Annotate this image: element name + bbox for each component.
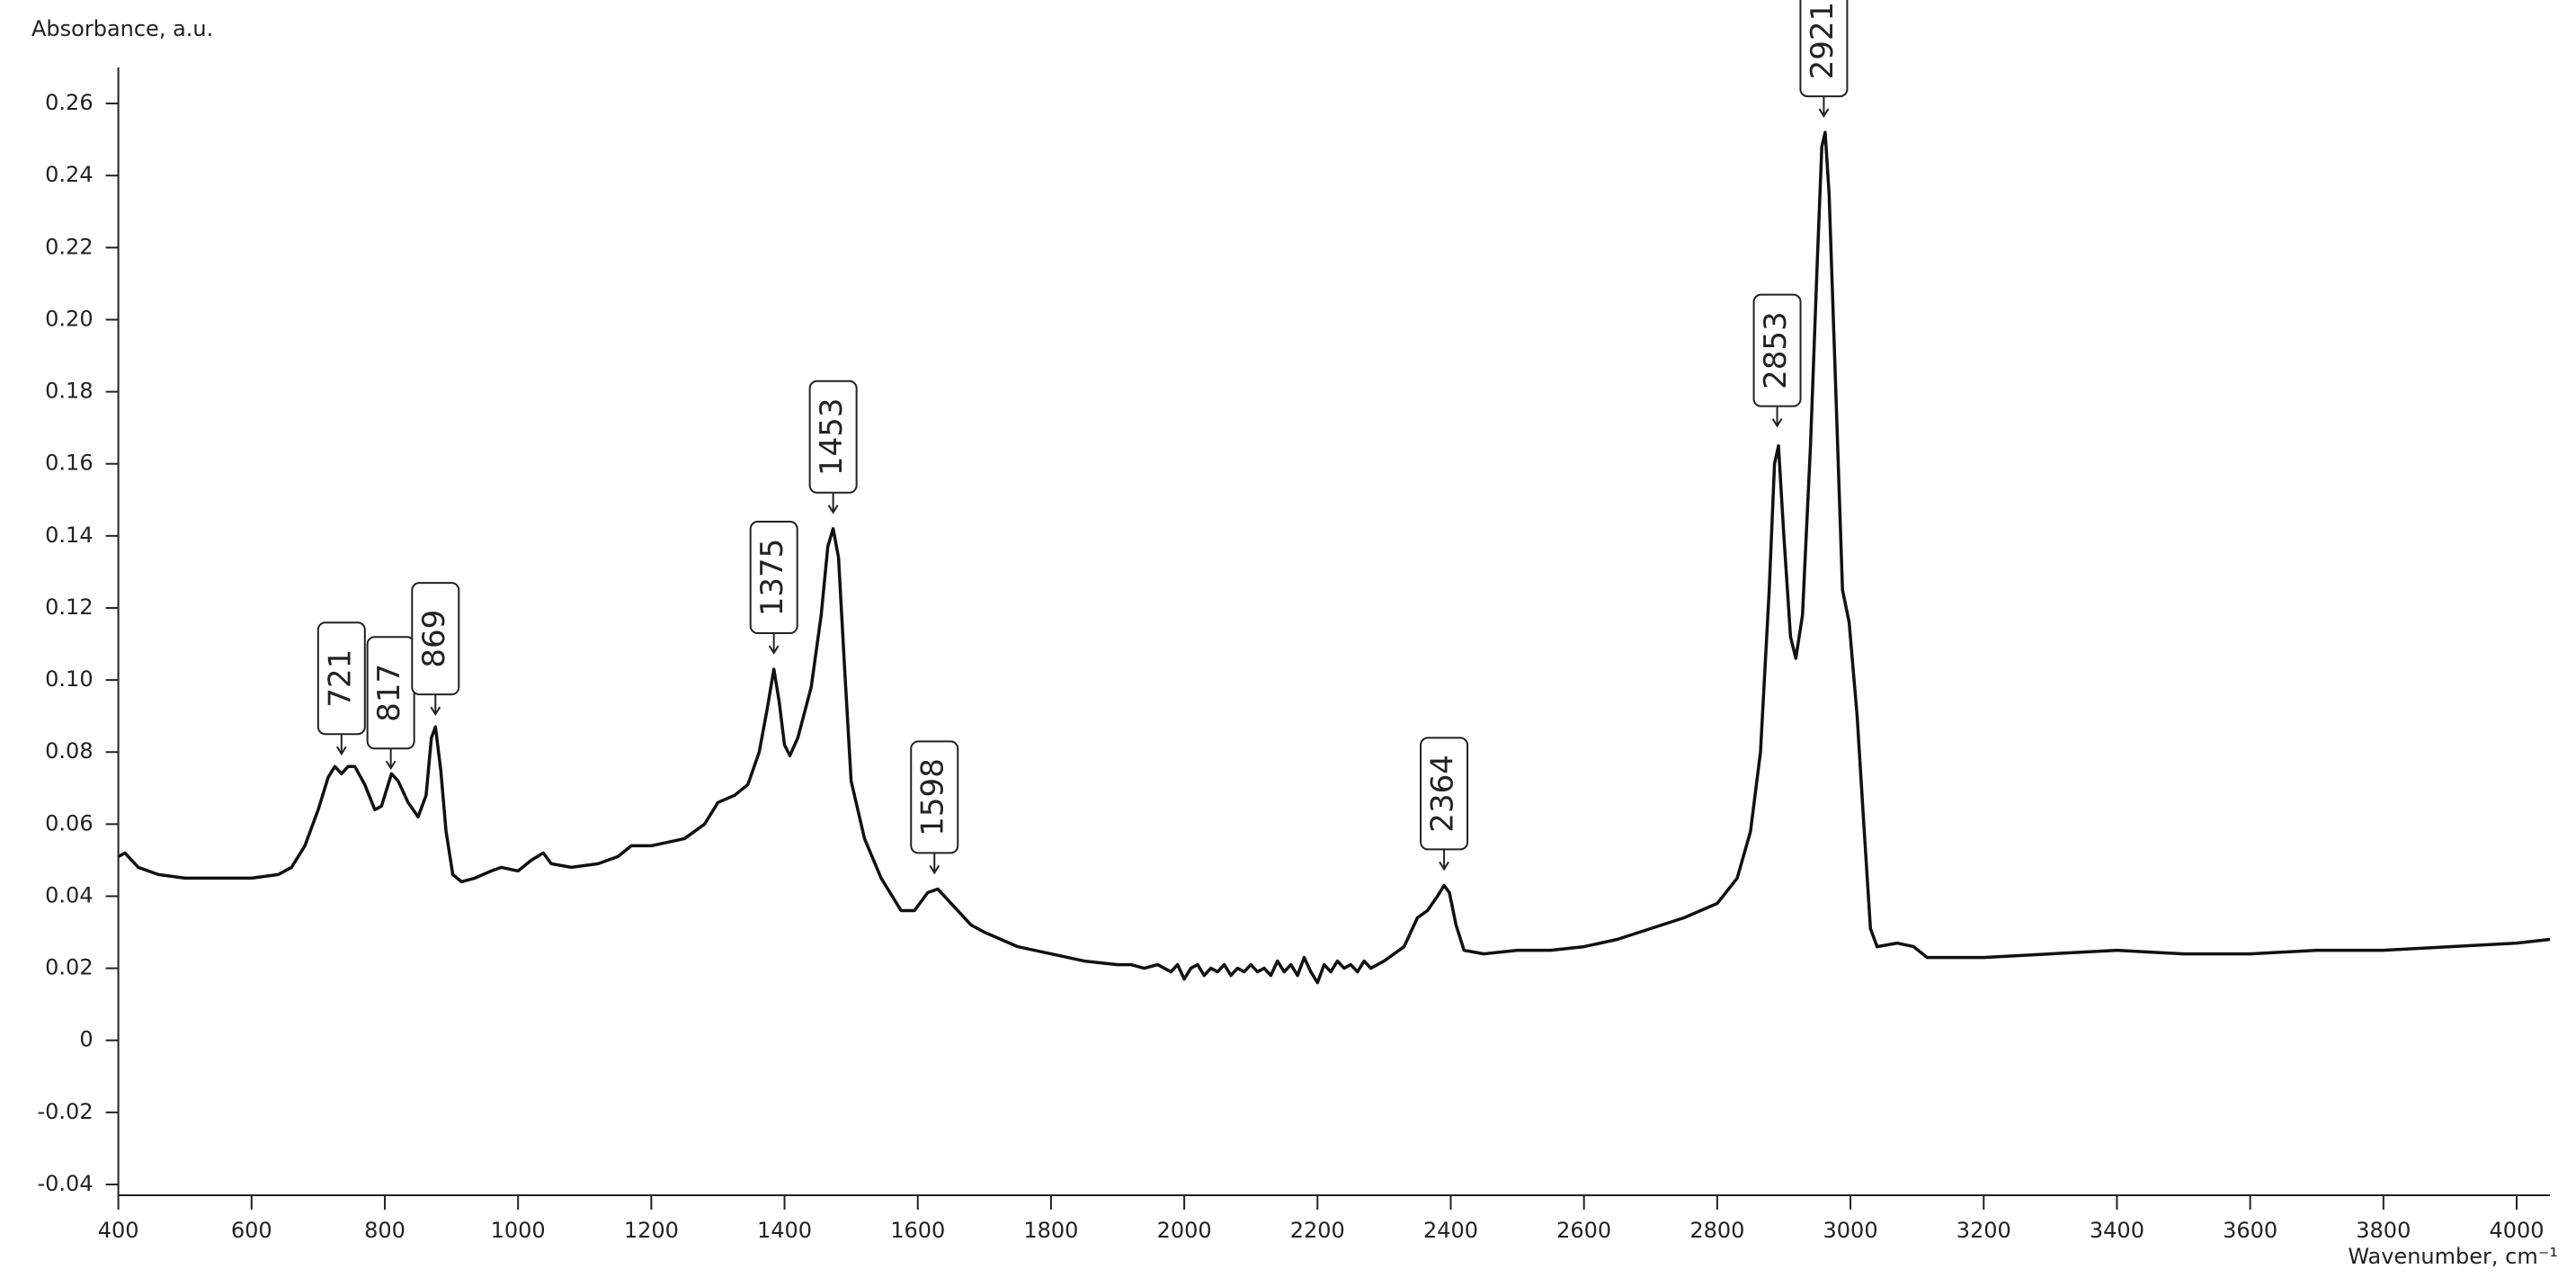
peak-annotation: 2921 <box>1799 0 1849 118</box>
annotation-label: 1375 <box>754 539 790 617</box>
annotation-box <box>910 740 959 854</box>
annotation-label: 2364 <box>1425 755 1461 833</box>
annotation-arrowhead <box>385 760 397 771</box>
peak-annotation: 721 <box>316 621 366 756</box>
annotation-arrowhead <box>768 645 780 655</box>
x-tick-label: 2000 <box>1157 1218 1212 1243</box>
x-tick-label: 2800 <box>1689 1218 1744 1243</box>
annotation-arrowhead <box>1771 418 1783 428</box>
annotation-box <box>808 380 858 494</box>
annotation-arrowhead <box>1818 108 1830 118</box>
annotation-label: 721 <box>322 649 358 708</box>
annotation-label: 2921 <box>1805 2 1841 80</box>
x-tick-label: 3600 <box>2223 1218 2277 1243</box>
y-tick-label: 0.02 <box>45 955 93 980</box>
y-tick-label: 0.24 <box>45 162 93 187</box>
y-tick-label: -0.04 <box>37 1171 93 1196</box>
annotation-box <box>411 582 460 696</box>
y-tick-label: -0.02 <box>37 1099 93 1124</box>
annotation-label: 2853 <box>1758 311 1794 389</box>
y-tick-label: 0.12 <box>45 594 93 620</box>
x-tick-label: 1200 <box>624 1218 679 1243</box>
peak-annotation: 1375 <box>749 521 798 655</box>
annotation-label: 869 <box>416 610 452 668</box>
annotation-box <box>1752 293 1802 407</box>
annotation-arrowhead <box>929 864 940 875</box>
peak-annotation: 2853 <box>1752 293 1802 428</box>
spectrum-line <box>117 130 2551 985</box>
annotation-box <box>1420 737 1469 851</box>
annotation-label: 1453 <box>814 398 850 477</box>
y-tick-label: 0.10 <box>45 666 93 692</box>
peak-annotation: 2364 <box>1420 737 1469 871</box>
annotation-arrowhead <box>430 706 441 717</box>
y-tick-label: 0.14 <box>45 523 93 548</box>
x-tick-label: 3800 <box>2356 1218 2411 1243</box>
peak-annotation: 1598 <box>910 740 959 875</box>
x-tick-label: 1000 <box>491 1218 546 1243</box>
y-tick-label: 0.06 <box>45 810 93 836</box>
y-tick-label: 0.20 <box>45 306 93 331</box>
x-tick-label: 3400 <box>2090 1218 2144 1243</box>
x-tick-label: 3000 <box>1823 1218 1878 1243</box>
x-tick-label: 2400 <box>1423 1218 1478 1243</box>
x-tick-label: 1600 <box>890 1218 945 1243</box>
peak-annotation: 817 <box>366 636 415 771</box>
x-tick-label: 600 <box>231 1218 272 1243</box>
peak-annotation: 869 <box>411 582 460 717</box>
x-tick-label: 400 <box>98 1218 139 1243</box>
x-tick-label: 3200 <box>1957 1218 2011 1243</box>
x-tick-label: 4000 <box>2489 1218 2544 1243</box>
annotation-arrowhead <box>335 746 347 756</box>
y-tick-label: 0.16 <box>45 451 93 476</box>
x-tick-label: 1400 <box>757 1218 812 1243</box>
y-tick-label: 0 <box>79 1027 93 1052</box>
annotation-label: 817 <box>371 664 407 722</box>
y-tick-label: 0.04 <box>45 882 93 907</box>
annotation-arrowhead <box>1439 861 1449 871</box>
annotation-box <box>1799 0 1849 98</box>
x-tick-label: 1800 <box>1023 1218 1078 1243</box>
annotation-label: 1598 <box>915 758 951 836</box>
y-tick-label: 0.26 <box>45 90 93 115</box>
x-tick-label: 2200 <box>1290 1218 1345 1243</box>
annotation-box <box>749 521 798 635</box>
annotation-arrowhead <box>827 505 839 514</box>
y-tick-label: 0.08 <box>45 738 93 764</box>
x-axis-label: Wavenumber, cm⁻¹ <box>2348 1244 2558 1269</box>
y-tick-label: 0.22 <box>45 234 93 259</box>
y-tick-label: 0.18 <box>45 379 93 404</box>
x-tick-label: 2600 <box>1556 1218 1611 1243</box>
annotation-box <box>316 621 366 736</box>
peak-annotation: 1453 <box>808 380 858 514</box>
x-tick-label: 800 <box>364 1218 406 1243</box>
y-axis-label: Absorbance, a.u. <box>31 16 213 41</box>
